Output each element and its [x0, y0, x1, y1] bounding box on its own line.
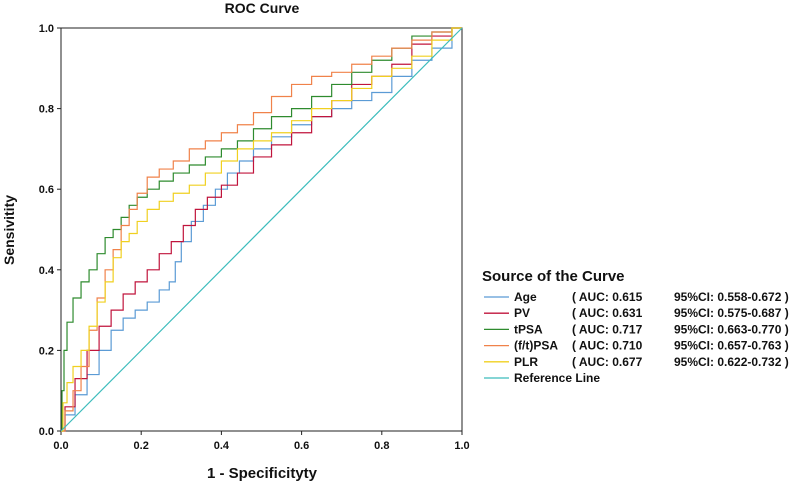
legend-auc-plr: ( AUC: 0.677 [572, 355, 643, 369]
y-tick-label: 0.0 [39, 426, 54, 438]
x-tick-label: 0.0 [53, 440, 68, 452]
roc-curve-plr [61, 27, 462, 432]
legend-ci-pv: 95%CI: 0.575-0.687 ) [674, 306, 789, 320]
x-tick-label: 0.8 [374, 440, 389, 452]
y-tick-label: 0.8 [39, 104, 54, 116]
legend-auc-age: ( AUC: 0.615 [572, 290, 643, 304]
y-axis-label: Sensivitity [1, 195, 17, 265]
roc-curve-age [61, 27, 462, 432]
legend-label-age: Age [514, 290, 537, 304]
roc-curve-tpsa [61, 27, 462, 432]
y-tick-label: 1.0 [39, 23, 54, 35]
legend-label-f-t-psa: (f/t)PSA [514, 339, 558, 353]
legend-ci-f-t-psa: 95%CI: 0.657-0.763 ) [674, 339, 789, 353]
legend-label-plr: PLR [514, 355, 538, 369]
legend-ci-plr: 95%CI: 0.622-0.732 ) [674, 355, 789, 369]
legend-auc-f-t-psa: ( AUC: 0.710 [572, 339, 643, 353]
y-tick-label: 0.4 [39, 265, 55, 277]
plot-frame [60, 27, 463, 432]
chart-title: ROC Curve [225, 0, 300, 16]
x-axis-label: 1 - Specificityty [207, 465, 318, 482]
legend-auc-tpsa: ( AUC: 0.717 [572, 322, 643, 336]
legend-ci-tpsa: 95%CI: 0.663-0.770 ) [674, 322, 789, 336]
legend-label-pv: PV [514, 306, 530, 320]
x-tick-label: 0.6 [294, 440, 309, 452]
legend-auc-pv: ( AUC: 0.631 [572, 306, 643, 320]
roc-curve-reference-line [60, 27, 463, 432]
y-tick-label: 0.2 [39, 345, 54, 357]
x-tick-label: 1.0 [454, 440, 469, 452]
y-tick-label: 0.6 [39, 184, 54, 196]
roc-curve-f-t-psa [61, 27, 462, 432]
legend-label-reference-line: Reference Line [514, 371, 600, 385]
legend-title: Source of the Curve [482, 268, 625, 285]
x-tick-label: 0.4 [214, 440, 230, 452]
legend-label-tpsa: tPSA [514, 322, 543, 336]
x-tick-label: 0.2 [134, 440, 149, 452]
legend-ci-age: 95%CI: 0.558-0.672 ) [674, 290, 789, 304]
